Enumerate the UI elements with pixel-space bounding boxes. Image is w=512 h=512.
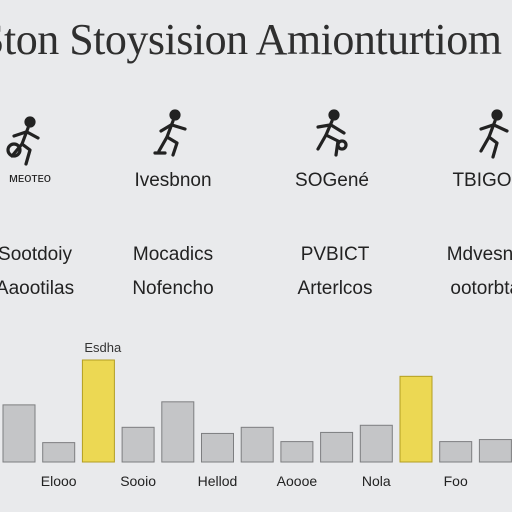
x-tick-label: Sooio xyxy=(120,473,156,489)
x-tick-label: Elooo xyxy=(41,473,77,489)
runner-icon xyxy=(302,105,362,165)
page-title: Ston Stoysision Amionturtiom xyxy=(0,15,502,64)
column-line1-4: Mdvesnes xyxy=(446,244,512,265)
runner-icon xyxy=(0,112,60,172)
column-line1-2: Mocadics xyxy=(132,244,214,265)
bar-6 xyxy=(201,432,234,463)
bar-1 xyxy=(2,404,36,463)
bar-3 xyxy=(81,359,115,463)
bar-12 xyxy=(439,441,473,463)
column-line2-3: Arterlcos xyxy=(297,278,373,299)
column-line2-2: Nofencho xyxy=(132,278,214,299)
column-line2-4: ootorbtas xyxy=(450,278,512,299)
chart-annotation: Esdha xyxy=(84,340,122,355)
x-tick-label: Hellod xyxy=(198,473,238,489)
x-tick-label: Foo xyxy=(444,473,468,489)
column-line1-3: PVBICT xyxy=(300,244,370,265)
bar-9 xyxy=(320,431,354,463)
column-label-3: SOGené xyxy=(295,170,369,191)
bar-2 xyxy=(42,442,76,463)
x-tick-label: Nola xyxy=(362,473,391,489)
column-label-2: Ivesbnon xyxy=(134,170,212,191)
bar-5 xyxy=(161,401,195,463)
x-tick-label: Aoooe xyxy=(277,473,318,489)
column-label-1: ᴍᴇᴏᴛᴇᴏ xyxy=(8,170,52,185)
column-line2-1: Aaootilas xyxy=(0,278,75,299)
runner-icon xyxy=(143,105,203,165)
column-label-4: TBIGO xyxy=(452,170,512,191)
bar-13 xyxy=(478,439,512,463)
bar-10 xyxy=(359,424,393,463)
bar-4 xyxy=(121,426,155,463)
runner-icon xyxy=(465,105,512,165)
bar-chart: Elooo Sooio Hellod Aoooe Nola Foo Esdha xyxy=(2,340,512,489)
bar-7 xyxy=(240,426,274,463)
bar-8 xyxy=(280,441,314,463)
bar-11 xyxy=(399,375,433,463)
column-line1-1: Sootdoiy xyxy=(0,244,72,265)
